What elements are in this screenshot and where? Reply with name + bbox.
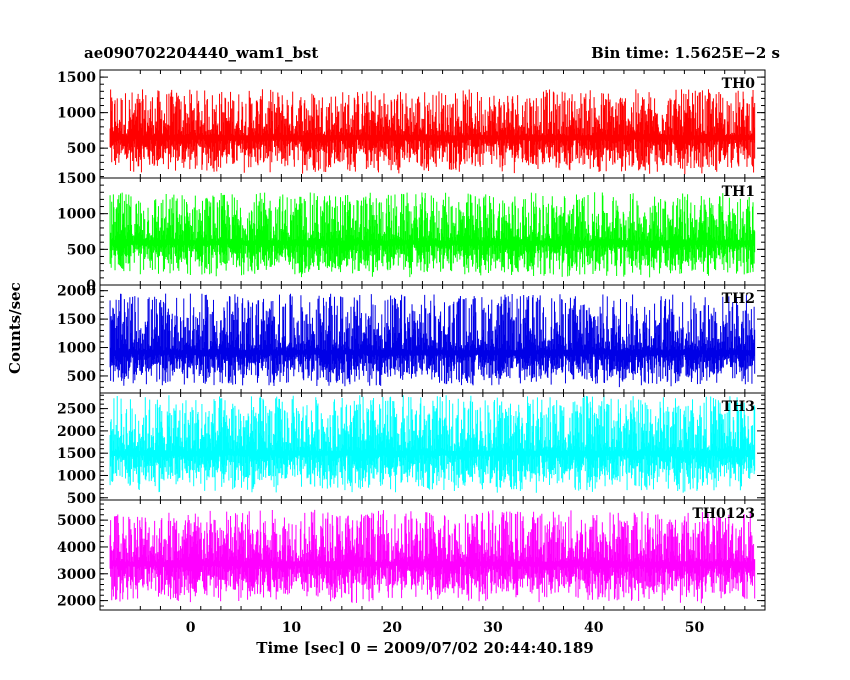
panel-th3: 500 1000 1500 2000 2500 TH3 (57, 392, 766, 507)
y-tick-label: 5000 (57, 513, 96, 529)
y-tick-label: 2000 (57, 594, 96, 610)
panel-frame (99, 499, 766, 611)
y-tick-label: 0 (86, 278, 96, 294)
x-tick-label: 40 (584, 620, 604, 636)
panel-label: TH0 (722, 76, 756, 92)
panel-label: TH0123 (692, 506, 755, 522)
bin-time-label: Bin time: 1.5625E−2 s (591, 44, 780, 62)
series-th1 (109, 192, 756, 278)
panel-label: TH3 (722, 399, 755, 415)
x-axis-label: Time [sec] 0 = 2009/07/02 20:44:40.189 (256, 639, 594, 657)
y-tick-label: 1000 (57, 106, 96, 122)
y-tick-label: 500 (67, 141, 96, 157)
series-th3 (109, 395, 756, 493)
x-tick-label: 0 (186, 620, 196, 636)
panel-th1: 0 500 1000 1500 TH1 (57, 171, 766, 294)
y-tick-label: 1500 (57, 446, 96, 462)
y-tick-label: 2500 (57, 402, 96, 418)
series-th2 (109, 293, 756, 388)
y-tick-label: 2000 (57, 284, 96, 300)
y-tick-label: 1000 (57, 207, 96, 223)
panel-th0123: 2000 3000 4000 5000 TH0123 (57, 499, 766, 611)
y-tick-label: 1500 (57, 171, 96, 187)
y-tick-label: 500 (67, 242, 96, 258)
chart-title: ae090702204440_wam1_bst (84, 44, 319, 62)
x-tick-label: 30 (483, 620, 503, 636)
series-th0 (109, 89, 756, 175)
y-tick-label: 2000 (57, 424, 96, 440)
series-th0123 (109, 509, 756, 604)
x-tick-label: 20 (382, 620, 402, 636)
x-tick-label: 50 (685, 620, 705, 636)
y-tick-label: 3000 (57, 567, 96, 583)
panel-th0: 500 1000 1500 TH0 (57, 69, 766, 179)
y-tick-label: 1000 (57, 341, 96, 357)
panel-th2: 500 1000 1500 2000 TH2 (57, 284, 766, 394)
y-tick-label: 1000 (57, 468, 96, 484)
y-tick-label: 500 (67, 369, 96, 385)
x-tick-label: 10 (282, 620, 302, 636)
panel-label: TH1 (722, 184, 755, 200)
y-tick-label: 1500 (57, 312, 96, 328)
panel-label: TH2 (722, 291, 755, 307)
y-tick-label: 500 (67, 491, 96, 507)
y-axis-label: Counts/sec (6, 282, 24, 374)
y-tick-label: 4000 (57, 540, 96, 556)
y-tick-label: 1500 (57, 70, 96, 86)
